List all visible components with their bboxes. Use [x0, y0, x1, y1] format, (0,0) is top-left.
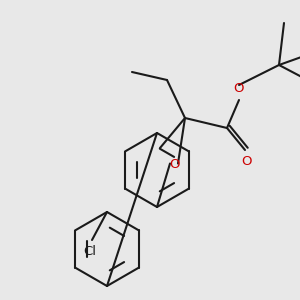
Text: O: O: [169, 158, 179, 171]
Text: Cl: Cl: [83, 245, 97, 258]
Text: O: O: [234, 82, 244, 95]
Text: O: O: [242, 155, 252, 168]
